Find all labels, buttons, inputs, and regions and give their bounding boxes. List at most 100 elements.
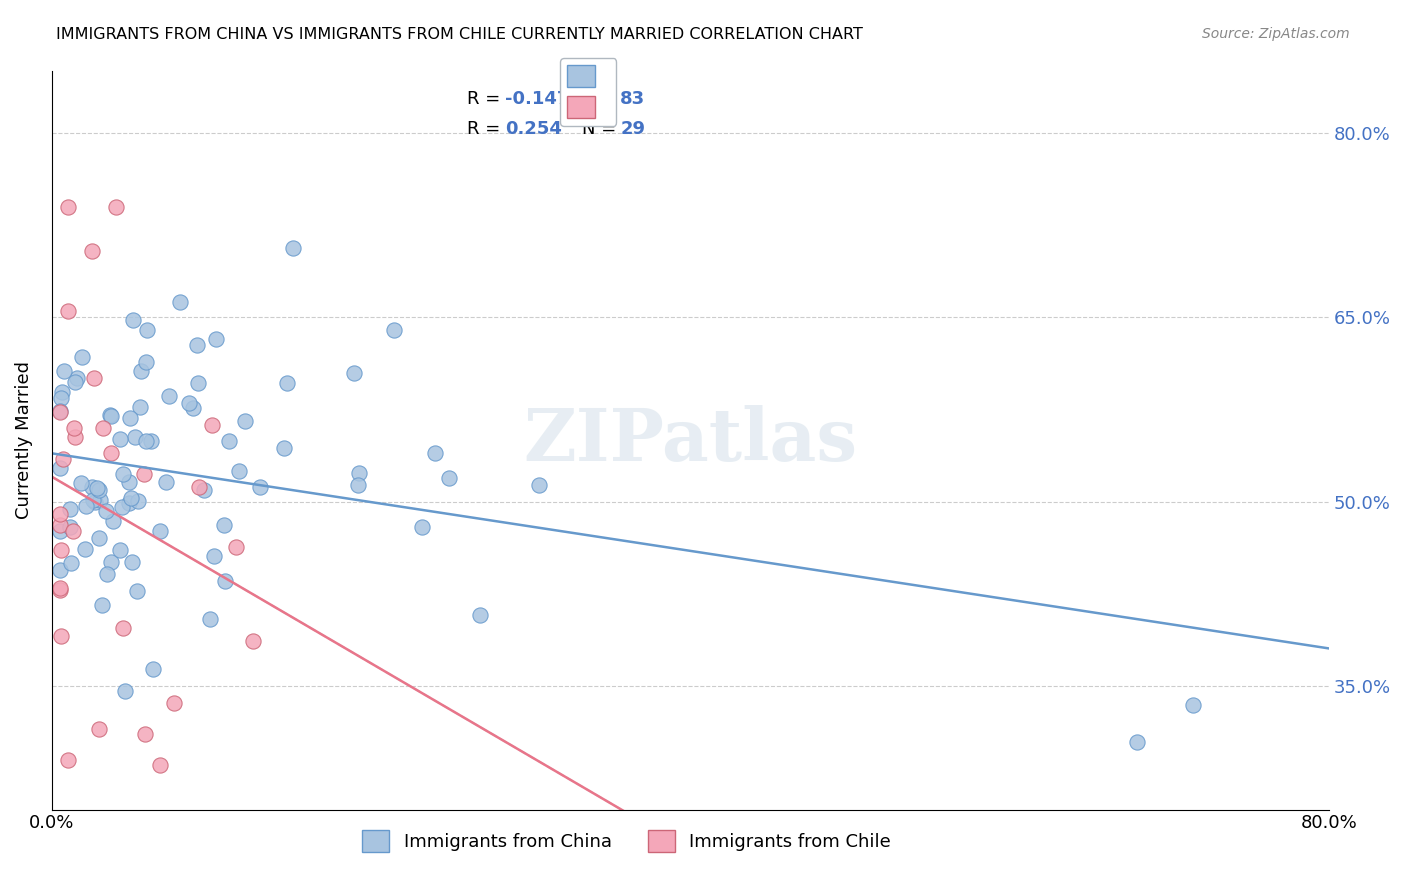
Point bbox=[108, 543, 131, 558]
Point bbox=[201, 418, 224, 433]
Point bbox=[62, 524, 84, 539]
Point bbox=[51, 385, 73, 400]
Point bbox=[177, 395, 200, 409]
Point bbox=[49, 404, 72, 418]
Point bbox=[94, 504, 117, 518]
Point bbox=[91, 421, 114, 435]
Point bbox=[59, 556, 82, 570]
Point bbox=[96, 567, 118, 582]
Point bbox=[149, 757, 172, 772]
Point bbox=[111, 500, 134, 515]
Point bbox=[80, 480, 103, 494]
Point bbox=[135, 355, 157, 369]
Point bbox=[100, 446, 122, 460]
Text: Source: ZipAtlas.com: Source: ZipAtlas.com bbox=[1202, 27, 1350, 41]
Point bbox=[114, 684, 136, 698]
Point bbox=[198, 612, 221, 626]
Point bbox=[100, 555, 122, 569]
Text: R =: R = bbox=[467, 120, 506, 138]
Point bbox=[155, 475, 177, 489]
Point bbox=[411, 520, 433, 534]
Point bbox=[48, 581, 70, 595]
Point bbox=[242, 633, 264, 648]
Point bbox=[86, 481, 108, 495]
Point bbox=[111, 621, 134, 635]
Point bbox=[56, 753, 79, 767]
Text: 83: 83 bbox=[620, 90, 645, 109]
Point bbox=[347, 478, 370, 492]
Point bbox=[135, 323, 157, 337]
Point bbox=[82, 244, 104, 258]
Point bbox=[468, 608, 491, 623]
Text: R =: R = bbox=[467, 90, 506, 109]
Point bbox=[108, 433, 131, 447]
Point bbox=[181, 401, 204, 416]
Point bbox=[65, 430, 87, 444]
Point bbox=[188, 480, 211, 494]
Text: IMMIGRANTS FROM CHINA VS IMMIGRANTS FROM CHILE CURRENTLY MARRIED CORRELATION CHA: IMMIGRANTS FROM CHINA VS IMMIGRANTS FROM… bbox=[56, 27, 863, 42]
Point bbox=[125, 583, 148, 598]
Text: 0.254: 0.254 bbox=[505, 120, 562, 138]
Point bbox=[87, 531, 110, 545]
Point bbox=[118, 475, 141, 490]
Point bbox=[193, 483, 215, 497]
Point bbox=[527, 478, 550, 492]
Point bbox=[343, 367, 366, 381]
Point bbox=[87, 722, 110, 736]
Point bbox=[83, 370, 105, 384]
Point bbox=[75, 541, 97, 556]
Point bbox=[1126, 735, 1149, 749]
Point bbox=[89, 493, 111, 508]
Point bbox=[72, 351, 94, 365]
Point bbox=[56, 304, 79, 318]
Point bbox=[62, 421, 84, 435]
Point bbox=[48, 517, 70, 532]
Point bbox=[437, 470, 460, 484]
Point bbox=[101, 514, 124, 528]
Point bbox=[135, 434, 157, 449]
Point bbox=[124, 429, 146, 443]
Point bbox=[51, 629, 73, 643]
Point bbox=[233, 414, 256, 428]
Point bbox=[423, 445, 446, 459]
Point bbox=[122, 312, 145, 326]
Text: ZIPatlas: ZIPatlas bbox=[523, 405, 858, 475]
Point bbox=[48, 563, 70, 577]
Point bbox=[121, 555, 143, 569]
Point bbox=[104, 200, 127, 214]
Point bbox=[228, 464, 250, 478]
Point bbox=[134, 467, 156, 482]
Point bbox=[120, 410, 142, 425]
Point bbox=[48, 524, 70, 538]
Point bbox=[53, 364, 76, 378]
Point bbox=[214, 574, 236, 589]
Point bbox=[273, 441, 295, 455]
Point bbox=[276, 376, 298, 391]
Point bbox=[51, 391, 73, 405]
Point bbox=[87, 483, 110, 497]
Point bbox=[157, 389, 180, 403]
Point bbox=[347, 467, 370, 481]
Point bbox=[59, 520, 82, 534]
Point bbox=[48, 508, 70, 522]
Text: -0.147: -0.147 bbox=[505, 90, 569, 109]
Point bbox=[142, 662, 165, 676]
Y-axis label: Currently Married: Currently Married bbox=[15, 361, 32, 519]
Point bbox=[225, 541, 247, 555]
Point bbox=[149, 524, 172, 538]
Point bbox=[82, 493, 104, 508]
Point bbox=[169, 295, 191, 310]
Point bbox=[214, 518, 236, 533]
Point bbox=[52, 451, 75, 466]
Text: N =: N = bbox=[582, 90, 621, 109]
Point bbox=[186, 338, 208, 352]
Point bbox=[127, 493, 149, 508]
Point bbox=[1182, 698, 1205, 712]
Text: 29: 29 bbox=[620, 120, 645, 138]
Point bbox=[382, 324, 405, 338]
Point bbox=[100, 409, 122, 423]
Point bbox=[205, 333, 228, 347]
Point bbox=[66, 371, 89, 385]
Point bbox=[281, 241, 304, 255]
Point bbox=[90, 598, 112, 612]
